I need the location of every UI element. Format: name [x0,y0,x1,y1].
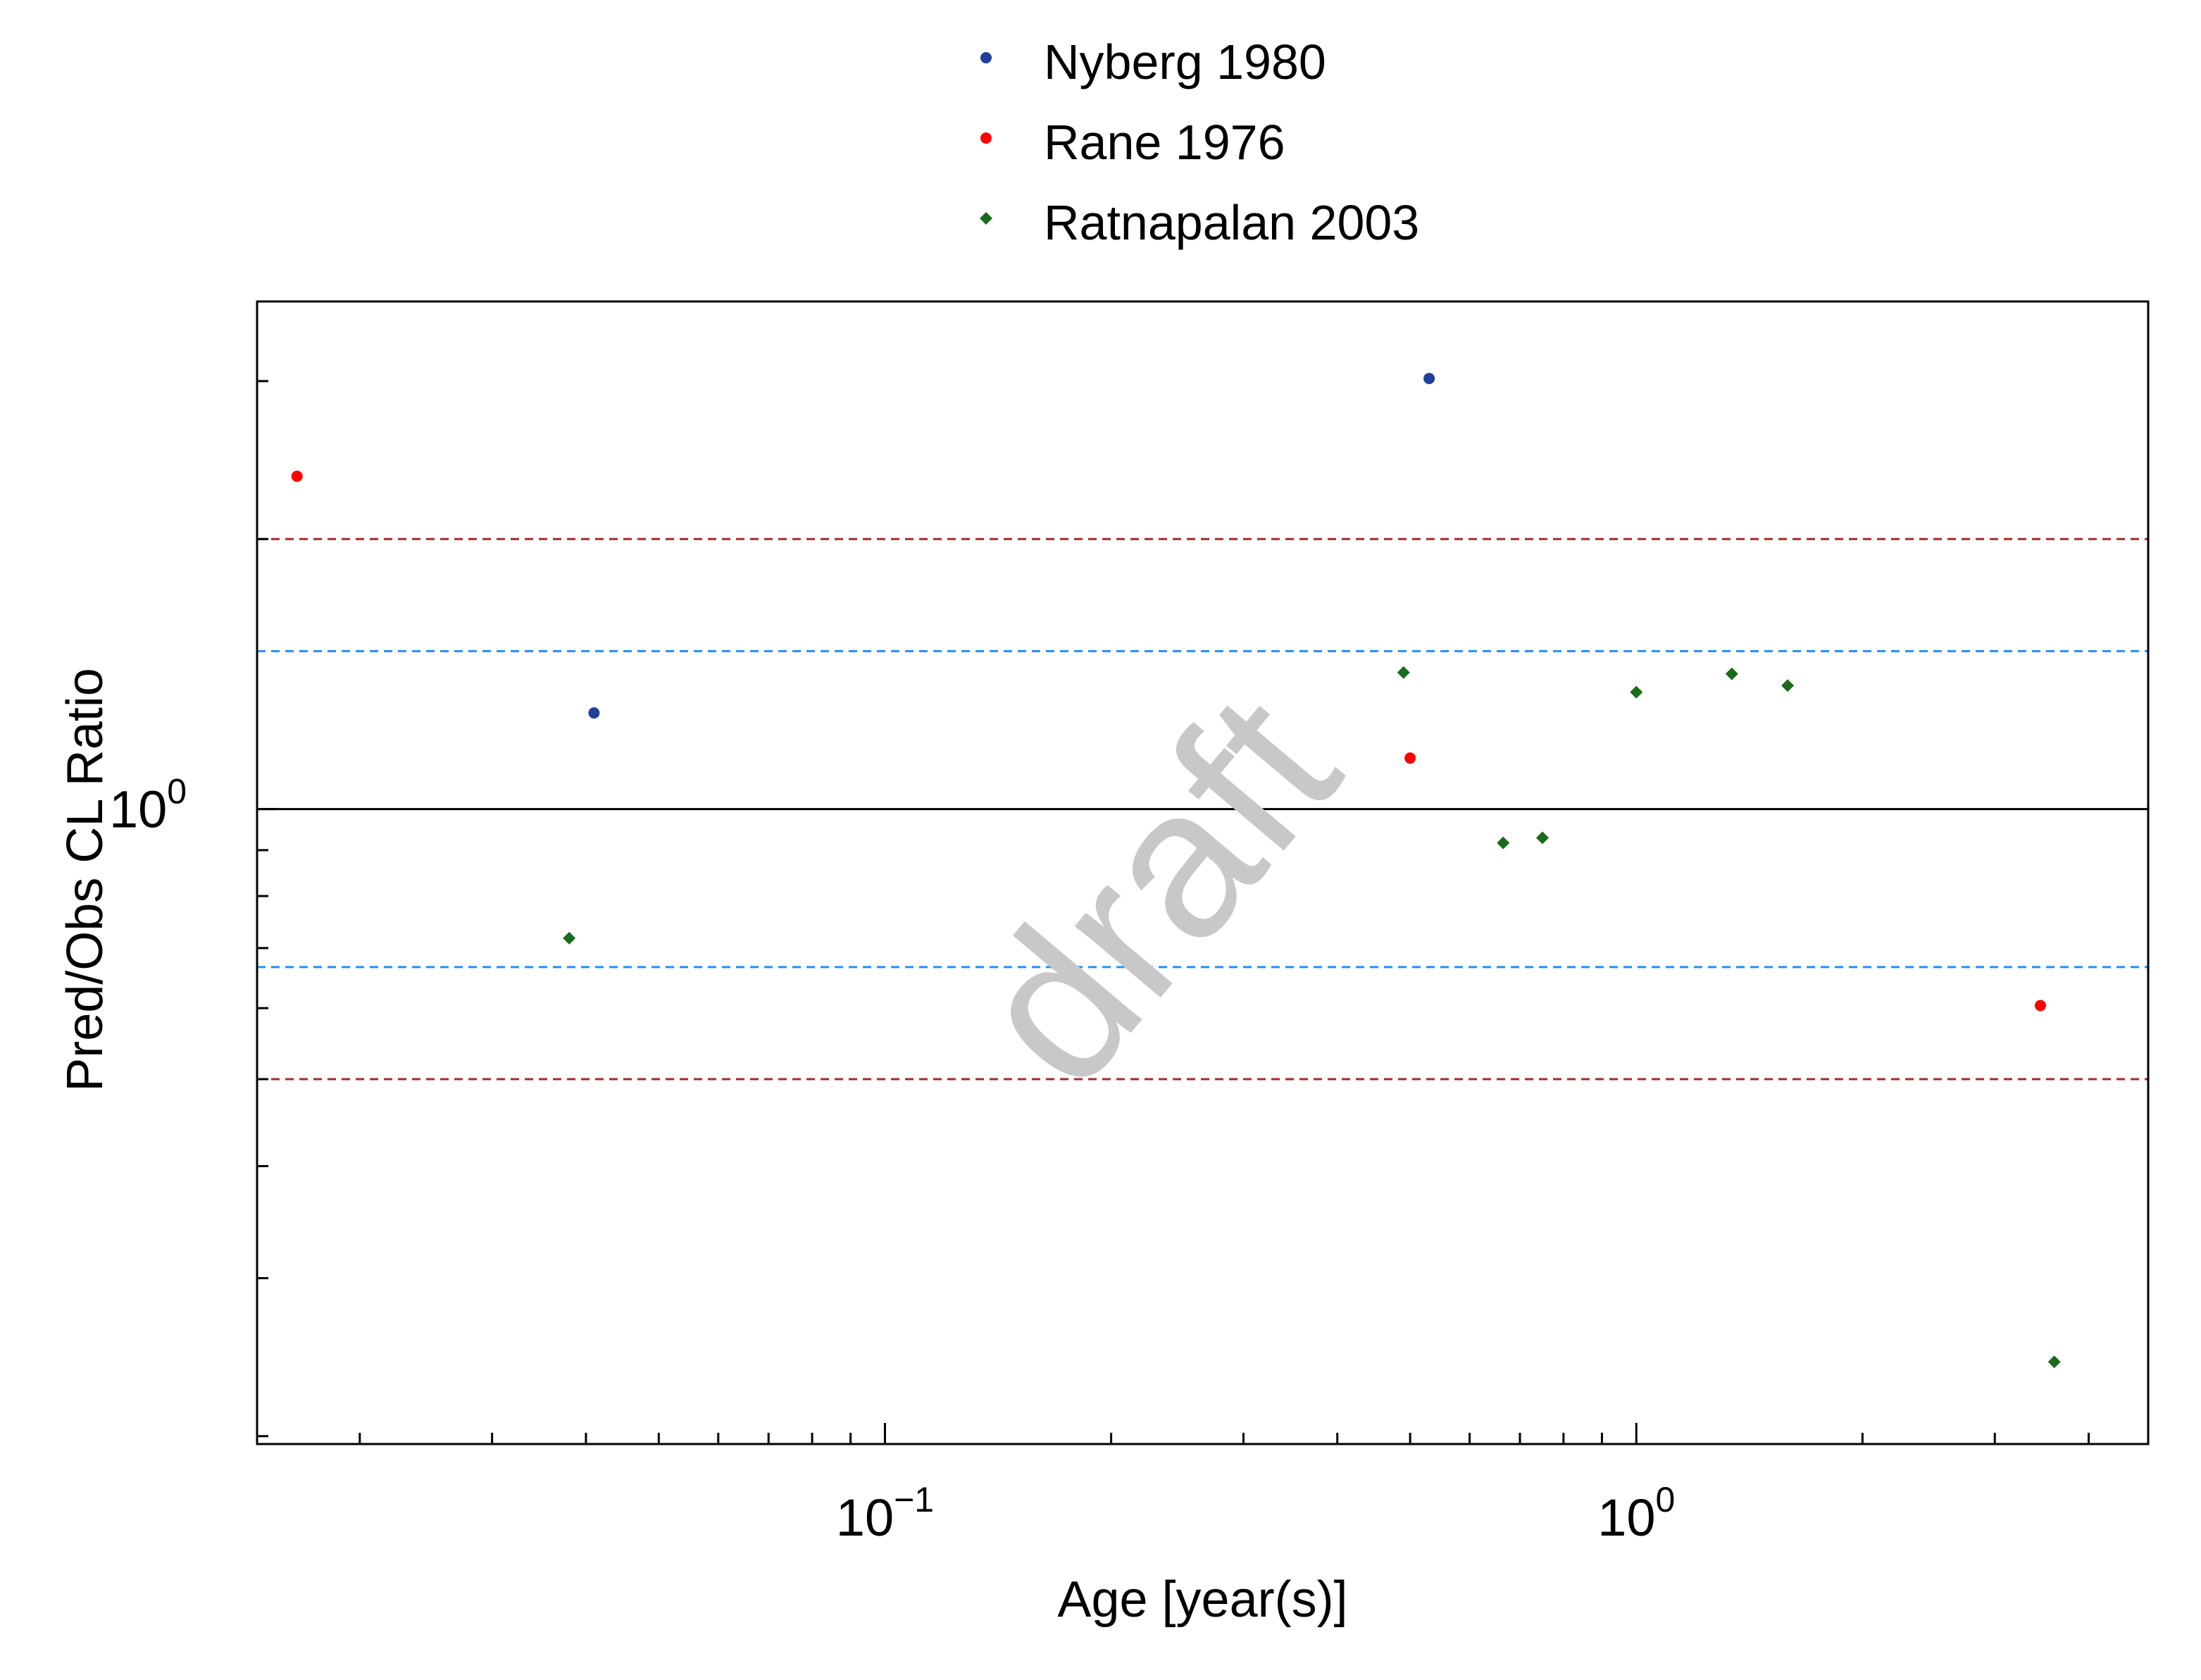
legend-label: Rane 1976 [1044,115,1285,170]
x-tick-label: 10−1 [836,1480,934,1547]
data-point-ratnapalan-2003 [1497,836,1510,850]
y-tick-label: 100 [109,772,187,839]
legend-label: Nyberg 1980 [1044,35,1326,89]
data-points [291,373,2061,1369]
y-axis-title: Pred/Obs CL Ratio [57,668,113,1092]
data-point-ratnapalan-2003 [1630,685,1643,699]
data-point-rane-1976 [2034,1000,2046,1012]
data-point-ratnapalan-2003 [1535,831,1549,845]
legend-marker [980,52,992,63]
legend-marker [980,212,992,225]
data-point-rane-1976 [291,471,303,483]
data-point-ratnapalan-2003 [1397,666,1410,679]
legend-label: Ratnapalan 2003 [1044,195,1419,250]
data-point-ratnapalan-2003 [563,931,576,945]
plot-frame [256,300,2150,1445]
minor-ticks [257,380,2090,1444]
major-ticks [257,808,1638,1444]
legend-marker [980,132,992,144]
reference-lines [257,537,2148,1081]
legend: Nyberg 1980 Rane 1976 Ratnapalan 2003 [980,35,1419,250]
data-point-ratnapalan-2003 [2047,1355,2061,1369]
data-point-ratnapalan-2003 [1725,667,1738,680]
data-point-ratnapalan-2003 [1781,679,1795,692]
x-tick-label: 100 [1597,1480,1675,1547]
tick-labels: 10−1 100 100 [109,772,1675,1547]
data-point-nyberg-1980 [588,707,600,719]
data-point-nyberg-1980 [1423,373,1435,385]
data-point-rane-1976 [1404,752,1416,764]
x-axis-title: Age [year(s)] [1057,1572,1347,1628]
watermark: draft [929,651,1383,1128]
